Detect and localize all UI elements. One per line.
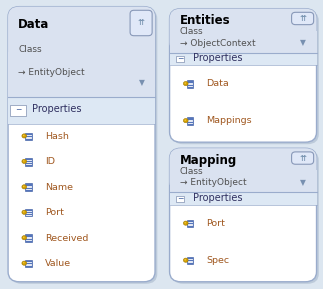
Text: ▼: ▼ bbox=[300, 38, 306, 47]
Bar bbox=[8, 52, 155, 97]
Text: −: − bbox=[177, 194, 183, 203]
FancyBboxPatch shape bbox=[130, 10, 152, 36]
Text: → EntityObject: → EntityObject bbox=[180, 178, 246, 187]
Circle shape bbox=[184, 82, 186, 84]
FancyBboxPatch shape bbox=[292, 152, 314, 164]
Bar bbox=[170, 53, 317, 65]
Bar bbox=[187, 220, 193, 227]
Bar bbox=[25, 209, 32, 216]
FancyBboxPatch shape bbox=[170, 148, 317, 192]
Circle shape bbox=[22, 210, 26, 214]
Text: Properties: Properties bbox=[193, 193, 243, 203]
FancyBboxPatch shape bbox=[170, 9, 317, 53]
Circle shape bbox=[23, 135, 25, 136]
Text: ▼: ▼ bbox=[139, 77, 145, 86]
Bar bbox=[170, 31, 317, 53]
Text: Name: Name bbox=[45, 183, 73, 192]
Circle shape bbox=[183, 221, 188, 225]
Text: Received: Received bbox=[45, 234, 88, 242]
FancyBboxPatch shape bbox=[172, 11, 319, 144]
Circle shape bbox=[184, 222, 186, 223]
Text: ⇈: ⇈ bbox=[138, 18, 145, 27]
Text: ⇈: ⇈ bbox=[299, 14, 306, 23]
Text: Class: Class bbox=[18, 45, 42, 54]
Circle shape bbox=[23, 262, 25, 264]
Circle shape bbox=[183, 258, 188, 262]
Text: Properties: Properties bbox=[32, 104, 81, 114]
Circle shape bbox=[183, 118, 188, 123]
Bar bbox=[176, 56, 184, 62]
Text: Mappings: Mappings bbox=[206, 116, 252, 125]
Bar bbox=[25, 260, 32, 267]
Text: ▼: ▼ bbox=[300, 178, 306, 187]
Text: Hash: Hash bbox=[45, 132, 69, 141]
Text: Value: Value bbox=[45, 259, 71, 268]
Bar bbox=[187, 117, 193, 125]
Text: ID: ID bbox=[45, 157, 55, 166]
Bar bbox=[187, 80, 193, 88]
Circle shape bbox=[184, 259, 186, 260]
Text: Data: Data bbox=[18, 18, 50, 31]
Text: → ObjectContext: → ObjectContext bbox=[180, 39, 255, 48]
Text: Properties: Properties bbox=[193, 53, 243, 64]
Circle shape bbox=[183, 81, 188, 86]
Bar bbox=[25, 133, 32, 140]
FancyBboxPatch shape bbox=[8, 7, 155, 282]
Bar bbox=[8, 97, 155, 124]
Circle shape bbox=[22, 236, 26, 240]
Circle shape bbox=[22, 159, 26, 164]
Circle shape bbox=[23, 160, 25, 162]
Text: ⇈: ⇈ bbox=[299, 153, 306, 163]
FancyBboxPatch shape bbox=[170, 148, 317, 282]
Text: Entities: Entities bbox=[180, 14, 231, 27]
Circle shape bbox=[23, 211, 25, 213]
Circle shape bbox=[23, 186, 25, 187]
Bar bbox=[25, 158, 32, 166]
Bar bbox=[25, 184, 32, 191]
FancyBboxPatch shape bbox=[10, 9, 157, 284]
Text: Spec: Spec bbox=[206, 256, 229, 265]
FancyBboxPatch shape bbox=[172, 150, 319, 284]
Bar bbox=[25, 234, 32, 242]
Circle shape bbox=[22, 134, 26, 138]
Text: Class: Class bbox=[180, 27, 203, 36]
Bar bbox=[176, 196, 184, 201]
Text: → EntityObject: → EntityObject bbox=[18, 68, 85, 77]
Text: Port: Port bbox=[206, 219, 225, 228]
Text: Port: Port bbox=[45, 208, 64, 217]
Text: Class: Class bbox=[180, 167, 203, 176]
Bar bbox=[170, 170, 317, 192]
Text: Mapping: Mapping bbox=[180, 153, 237, 166]
FancyBboxPatch shape bbox=[8, 7, 155, 97]
Bar bbox=[187, 257, 193, 264]
Bar bbox=[10, 105, 26, 116]
Text: −: − bbox=[177, 54, 183, 63]
Bar bbox=[170, 192, 317, 205]
FancyBboxPatch shape bbox=[292, 12, 314, 25]
Circle shape bbox=[22, 261, 26, 265]
Circle shape bbox=[23, 237, 25, 238]
FancyBboxPatch shape bbox=[170, 9, 317, 142]
Circle shape bbox=[22, 185, 26, 189]
Circle shape bbox=[184, 119, 186, 121]
Text: −: − bbox=[15, 105, 22, 114]
Text: Data: Data bbox=[206, 79, 229, 88]
